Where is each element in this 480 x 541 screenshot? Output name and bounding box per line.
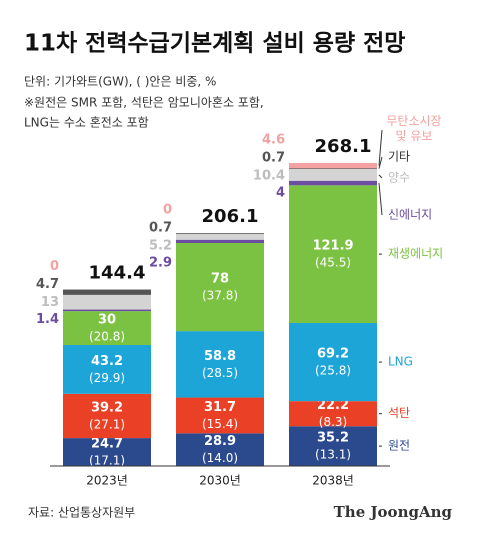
series-label: 신에너지	[388, 208, 432, 222]
series-label: 석탄	[388, 406, 410, 420]
bar-segment	[176, 331, 264, 398]
series-label-text: 무탄소시장 및 유보	[386, 114, 442, 144]
share-label: (45.5)	[315, 256, 351, 270]
small-value-label: 0	[50, 259, 59, 274]
small-value-label: 10.4	[253, 169, 285, 184]
value-label: 69.2	[317, 347, 349, 362]
share-label: (20.8)	[89, 330, 125, 344]
leader-line	[378, 129, 383, 166]
x-tick-label: 2030년	[199, 474, 241, 488]
value-label: 22.2	[317, 398, 349, 413]
bar-segment	[289, 169, 377, 181]
bar-segment	[289, 426, 377, 466]
bar-segment	[289, 168, 377, 170]
chart-title: 11차 전력수급기본계획 설비 용량 전망	[24, 31, 405, 57]
series-label: LNG	[388, 355, 413, 369]
small-value-label: 2.9	[149, 256, 172, 271]
total-label: 206.1	[202, 206, 259, 227]
bar-segment	[289, 322, 377, 402]
bar-segment	[63, 289, 151, 295]
x-tick-label: 2023년	[86, 474, 128, 488]
value-label: 35.2	[317, 431, 349, 446]
bar-segment	[176, 243, 264, 332]
share-label: (37.8)	[202, 289, 238, 303]
small-value-label: 0	[163, 203, 172, 218]
bar-segment	[63, 345, 151, 394]
subtitle: ※원전은 SMR 포함, 석탄은 암모니아혼소 포함,	[24, 96, 264, 110]
series-label: 양수	[388, 171, 410, 185]
value-label: 31.7	[204, 400, 236, 415]
bar-segment	[289, 185, 377, 323]
small-value-label: 0.7	[149, 221, 172, 236]
value-label: 24.7	[91, 437, 123, 452]
source: 자료: 산업통상자원부	[28, 506, 135, 520]
leader-line	[378, 174, 383, 179]
share-label: (25.8)	[315, 364, 351, 378]
subtitle: LNG는 수소 혼전소 포함	[24, 116, 149, 130]
bar-segment	[176, 233, 264, 240]
share-label: (13.1)	[315, 448, 351, 462]
bar-segment	[63, 309, 151, 312]
leader-line	[378, 182, 383, 216]
series-label: 원전	[388, 439, 410, 453]
value-label: 30	[98, 313, 116, 328]
bar-segment	[289, 163, 377, 169]
share-label: (15.4)	[202, 417, 238, 431]
share-label: (14.0)	[202, 451, 238, 465]
small-value-label: 13	[41, 295, 59, 310]
small-value-label: 5.2	[149, 239, 172, 254]
small-value-label: 4.7	[36, 277, 59, 292]
share-label: (28.5)	[202, 366, 238, 380]
bar-segment	[63, 393, 151, 439]
share-label: (29.9)	[89, 371, 125, 385]
value-label: 78	[211, 272, 229, 287]
series-label: 재생에너지	[388, 247, 443, 261]
share-label: (8.3)	[319, 415, 347, 429]
leader-line	[378, 156, 383, 169]
series-label: 기타	[388, 150, 410, 164]
bar-segment	[289, 401, 377, 427]
bar-segment	[176, 233, 264, 234]
bar-segment	[176, 239, 264, 244]
value-label: 58.8	[204, 349, 236, 364]
value-label: 121.9	[312, 239, 353, 254]
value-label: 43.2	[91, 354, 123, 369]
bar-segment	[63, 438, 151, 466]
x-tick-label: 2038년	[312, 474, 354, 488]
total-label: 144.4	[89, 263, 146, 284]
brand: The JoongAng	[334, 503, 453, 521]
value-label: 28.9	[204, 434, 236, 449]
total-label: 268.1	[315, 136, 372, 157]
small-value-label: 1.4	[36, 312, 59, 327]
value-label: 39.2	[91, 400, 123, 415]
bar-segment	[63, 294, 151, 310]
share-label: (17.1)	[89, 454, 125, 468]
bar-segment	[63, 311, 151, 346]
bar-segment	[176, 397, 264, 434]
share-label: (27.1)	[89, 417, 125, 431]
small-value-label: 0.7	[262, 151, 285, 166]
subtitle: 단위: 기가와트(GW), ( )안은 비중, %	[24, 75, 216, 89]
small-value-label: 4	[276, 186, 285, 201]
bar-segment	[176, 433, 264, 466]
bar-segment	[289, 180, 377, 186]
series-label: 무탄소시장 및 유보	[386, 114, 442, 144]
small-value-label: 4.6	[262, 133, 285, 148]
